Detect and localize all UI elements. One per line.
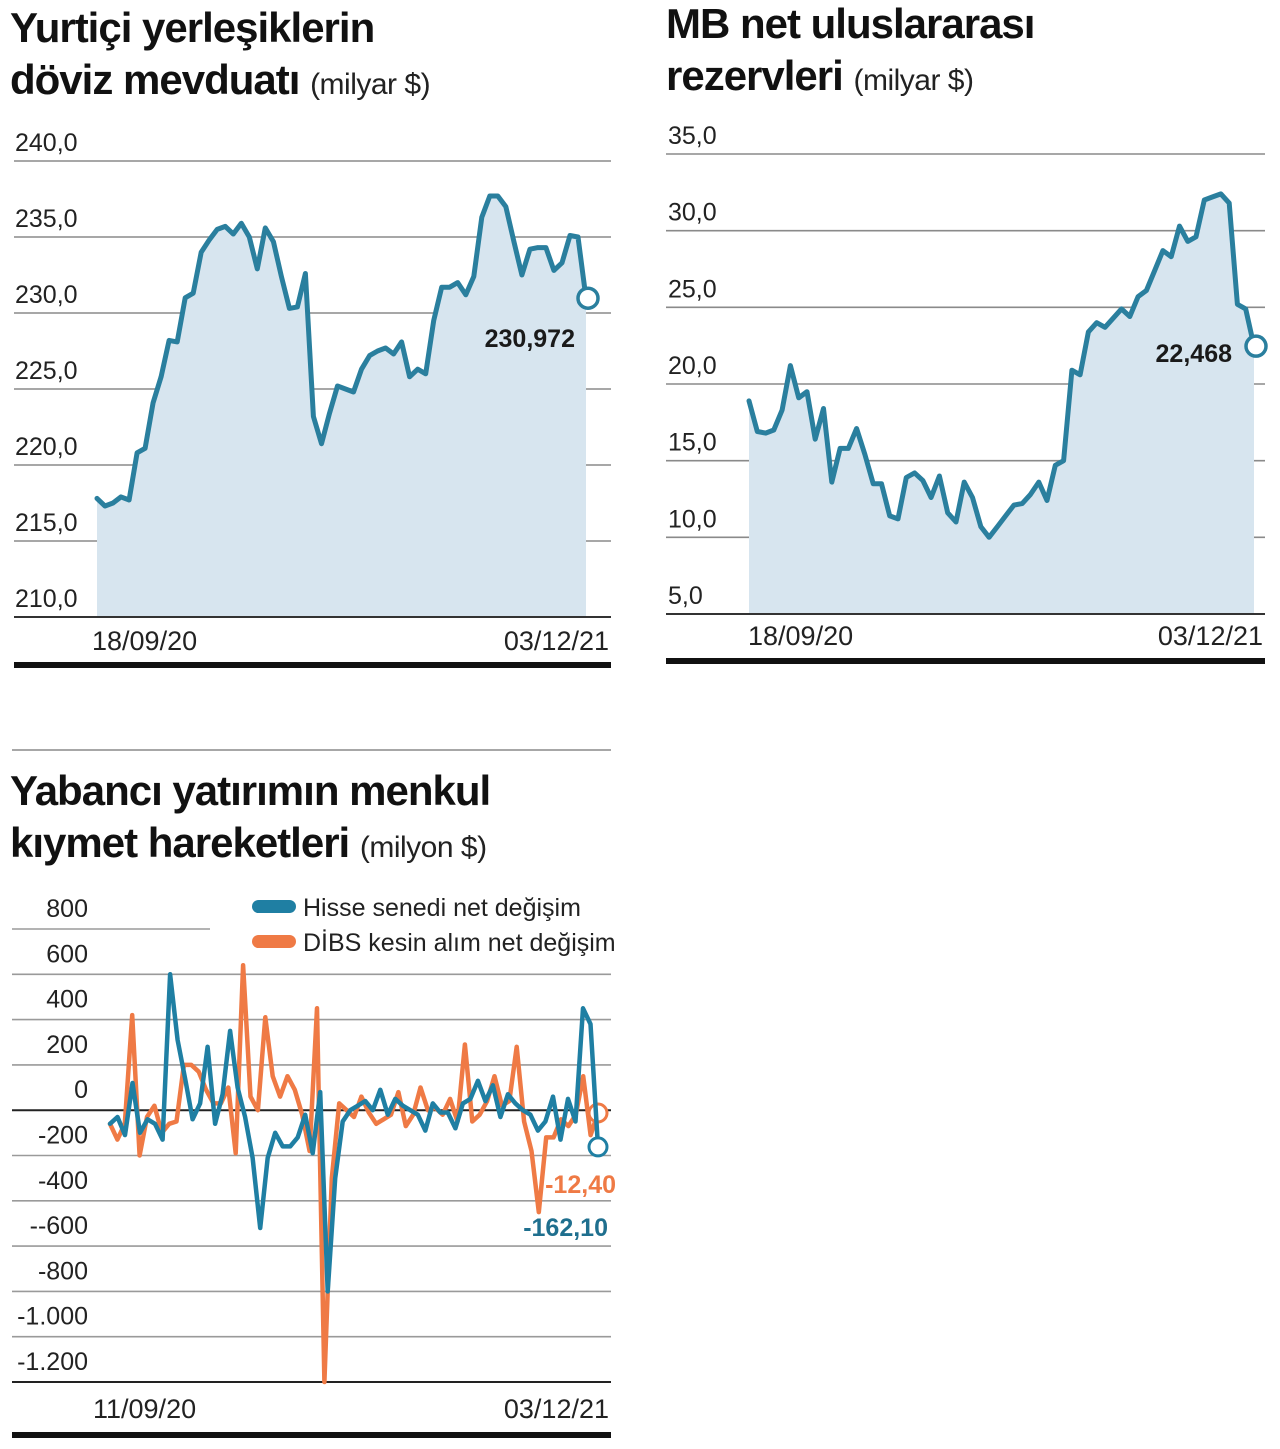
y-tick-label: 10,0 bbox=[668, 505, 717, 533]
equity-line bbox=[107, 972, 601, 1294]
chart1-deposits: 240,0 235,0 230,0 225,0 220,0 215,0 210,0 230,9… bbox=[14, 129, 611, 668]
data-line bbox=[94, 193, 589, 509]
legend: Hisse senedi net değişim DİBS kesin alım … bbox=[252, 894, 616, 957]
chart3-title-text: Yabancı yatırımın menkul kıymet hareketle… bbox=[10, 767, 491, 866]
y-tick-label: 400 bbox=[46, 986, 88, 1014]
x-tick-label-end: 03/12/21 bbox=[504, 1394, 609, 1424]
area-fill bbox=[97, 196, 586, 617]
y-tick-label: 0 bbox=[74, 1076, 88, 1104]
equity-last-value-label: -162,10 bbox=[523, 1214, 608, 1242]
last-value-label: 22,468 bbox=[1156, 340, 1233, 368]
y-tick-label: 200 bbox=[46, 1031, 88, 1059]
last-value-label: 230,972 bbox=[485, 325, 575, 353]
y-tick-label: 235,0 bbox=[15, 205, 78, 233]
bonds-last-value-label: -12,40 bbox=[545, 1171, 616, 1199]
chart3-title: Yabancı yatırımın menkul kıymet hareketle… bbox=[10, 765, 610, 874]
unit-label: (milyon $) bbox=[359, 831, 487, 864]
last-point-marker bbox=[1244, 334, 1268, 358]
y-tick-label: 225,0 bbox=[15, 357, 78, 385]
legend-swatch-equity bbox=[252, 900, 296, 913]
y-tick-label: 25,0 bbox=[668, 275, 717, 303]
x-tick-label-start: 11/09/20 bbox=[93, 1394, 196, 1424]
chart2-title-text: MB net uluslararası rezervleri (milyar $) bbox=[666, 0, 1035, 99]
y-tick-label: 210,0 bbox=[15, 585, 78, 613]
legend-label-equity: Hisse senedi net değişim bbox=[303, 894, 581, 922]
x-tick-label-start: 18/09/20 bbox=[748, 621, 853, 651]
bottom-rule bbox=[12, 1432, 611, 1438]
chart2-reserves: 35,0 30,0 25,0 20,0 15,0 10,0 5,0 22,468 18/09/2… bbox=[666, 122, 1268, 664]
y-tick-label: 600 bbox=[46, 940, 88, 968]
x-tick-label-start: 18/09/20 bbox=[92, 626, 197, 656]
y-tick-label: -400 bbox=[38, 1167, 88, 1195]
chart1-title-text: Yurtiçi yerleşiklerin döviz mevduatı (mil… bbox=[10, 4, 431, 103]
legend-label-bonds: DİBS kesin alım net değişim bbox=[303, 928, 616, 957]
y-tick-label: -1.000 bbox=[17, 1303, 88, 1331]
unit-label: (milyar $) bbox=[853, 64, 974, 97]
bottom-rule bbox=[666, 658, 1265, 664]
y-tick-label: 30,0 bbox=[668, 199, 717, 227]
y-tick-label: -200 bbox=[38, 1122, 88, 1150]
data-line bbox=[746, 191, 1257, 540]
y-tick-label: -1.200 bbox=[17, 1348, 88, 1376]
y-tick-label: 15,0 bbox=[668, 429, 717, 457]
y-tick-label: 240,0 bbox=[15, 129, 78, 157]
last-point-marker bbox=[576, 286, 600, 310]
y-tick-label: 220,0 bbox=[15, 433, 78, 461]
y-tick-label: 230,0 bbox=[15, 281, 78, 309]
y-tick-label: 5,0 bbox=[668, 582, 703, 610]
chart1-title: Yurtiçi yerleşiklerin döviz mevduatı (mil… bbox=[10, 2, 431, 111]
bonds-line bbox=[107, 962, 601, 1385]
y-tick-label: 20,0 bbox=[668, 352, 717, 380]
bottom-rule bbox=[14, 662, 611, 668]
area-fill bbox=[749, 193, 1254, 614]
x-tick-label-end: 03/12/21 bbox=[1158, 621, 1263, 651]
unit-label: (milyar $) bbox=[310, 68, 431, 101]
chart3-securities: 800 600 400 200 0 -200 -400 --600 -800 -1.000 -1.2… bbox=[12, 749, 616, 1438]
y-tick-label: 215,0 bbox=[15, 509, 78, 537]
y-tick-label: --600 bbox=[30, 1212, 88, 1240]
y-tick-label: 800 bbox=[46, 895, 88, 923]
x-tick-label-end: 03/12/21 bbox=[504, 626, 609, 656]
y-tick-label: -800 bbox=[38, 1257, 88, 1285]
chart2-title: MB net uluslararası rezervleri (milyar $) bbox=[666, 0, 1186, 107]
legend-swatch-bonds bbox=[252, 935, 296, 948]
y-tick-label: 35,0 bbox=[668, 122, 717, 150]
equity-last-marker bbox=[587, 1136, 609, 1158]
